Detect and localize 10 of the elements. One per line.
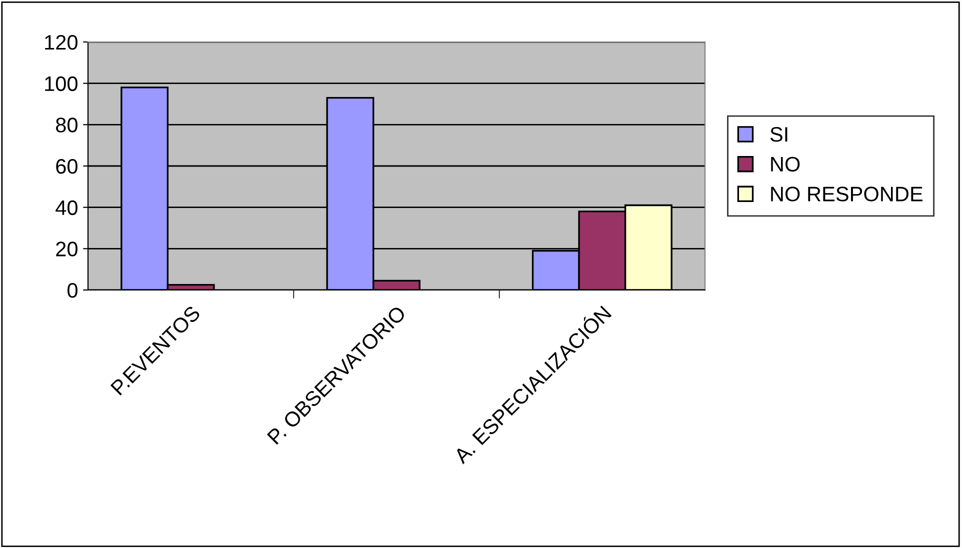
y-tick-label: 20 <box>56 242 78 256</box>
legend-label: NO RESPONDE <box>771 186 922 202</box>
y-tick-label: 60 <box>56 159 78 174</box>
legend-label: NO <box>771 156 800 172</box>
y-tick-label: 120 <box>45 35 78 50</box>
y-tick-label: 100 <box>45 76 78 92</box>
legend-label: SI <box>770 127 788 142</box>
y-tick-label: 80 <box>56 118 78 132</box>
y-tick-label: 0 <box>68 283 78 298</box>
y-tick-label: 40 <box>56 200 78 216</box>
